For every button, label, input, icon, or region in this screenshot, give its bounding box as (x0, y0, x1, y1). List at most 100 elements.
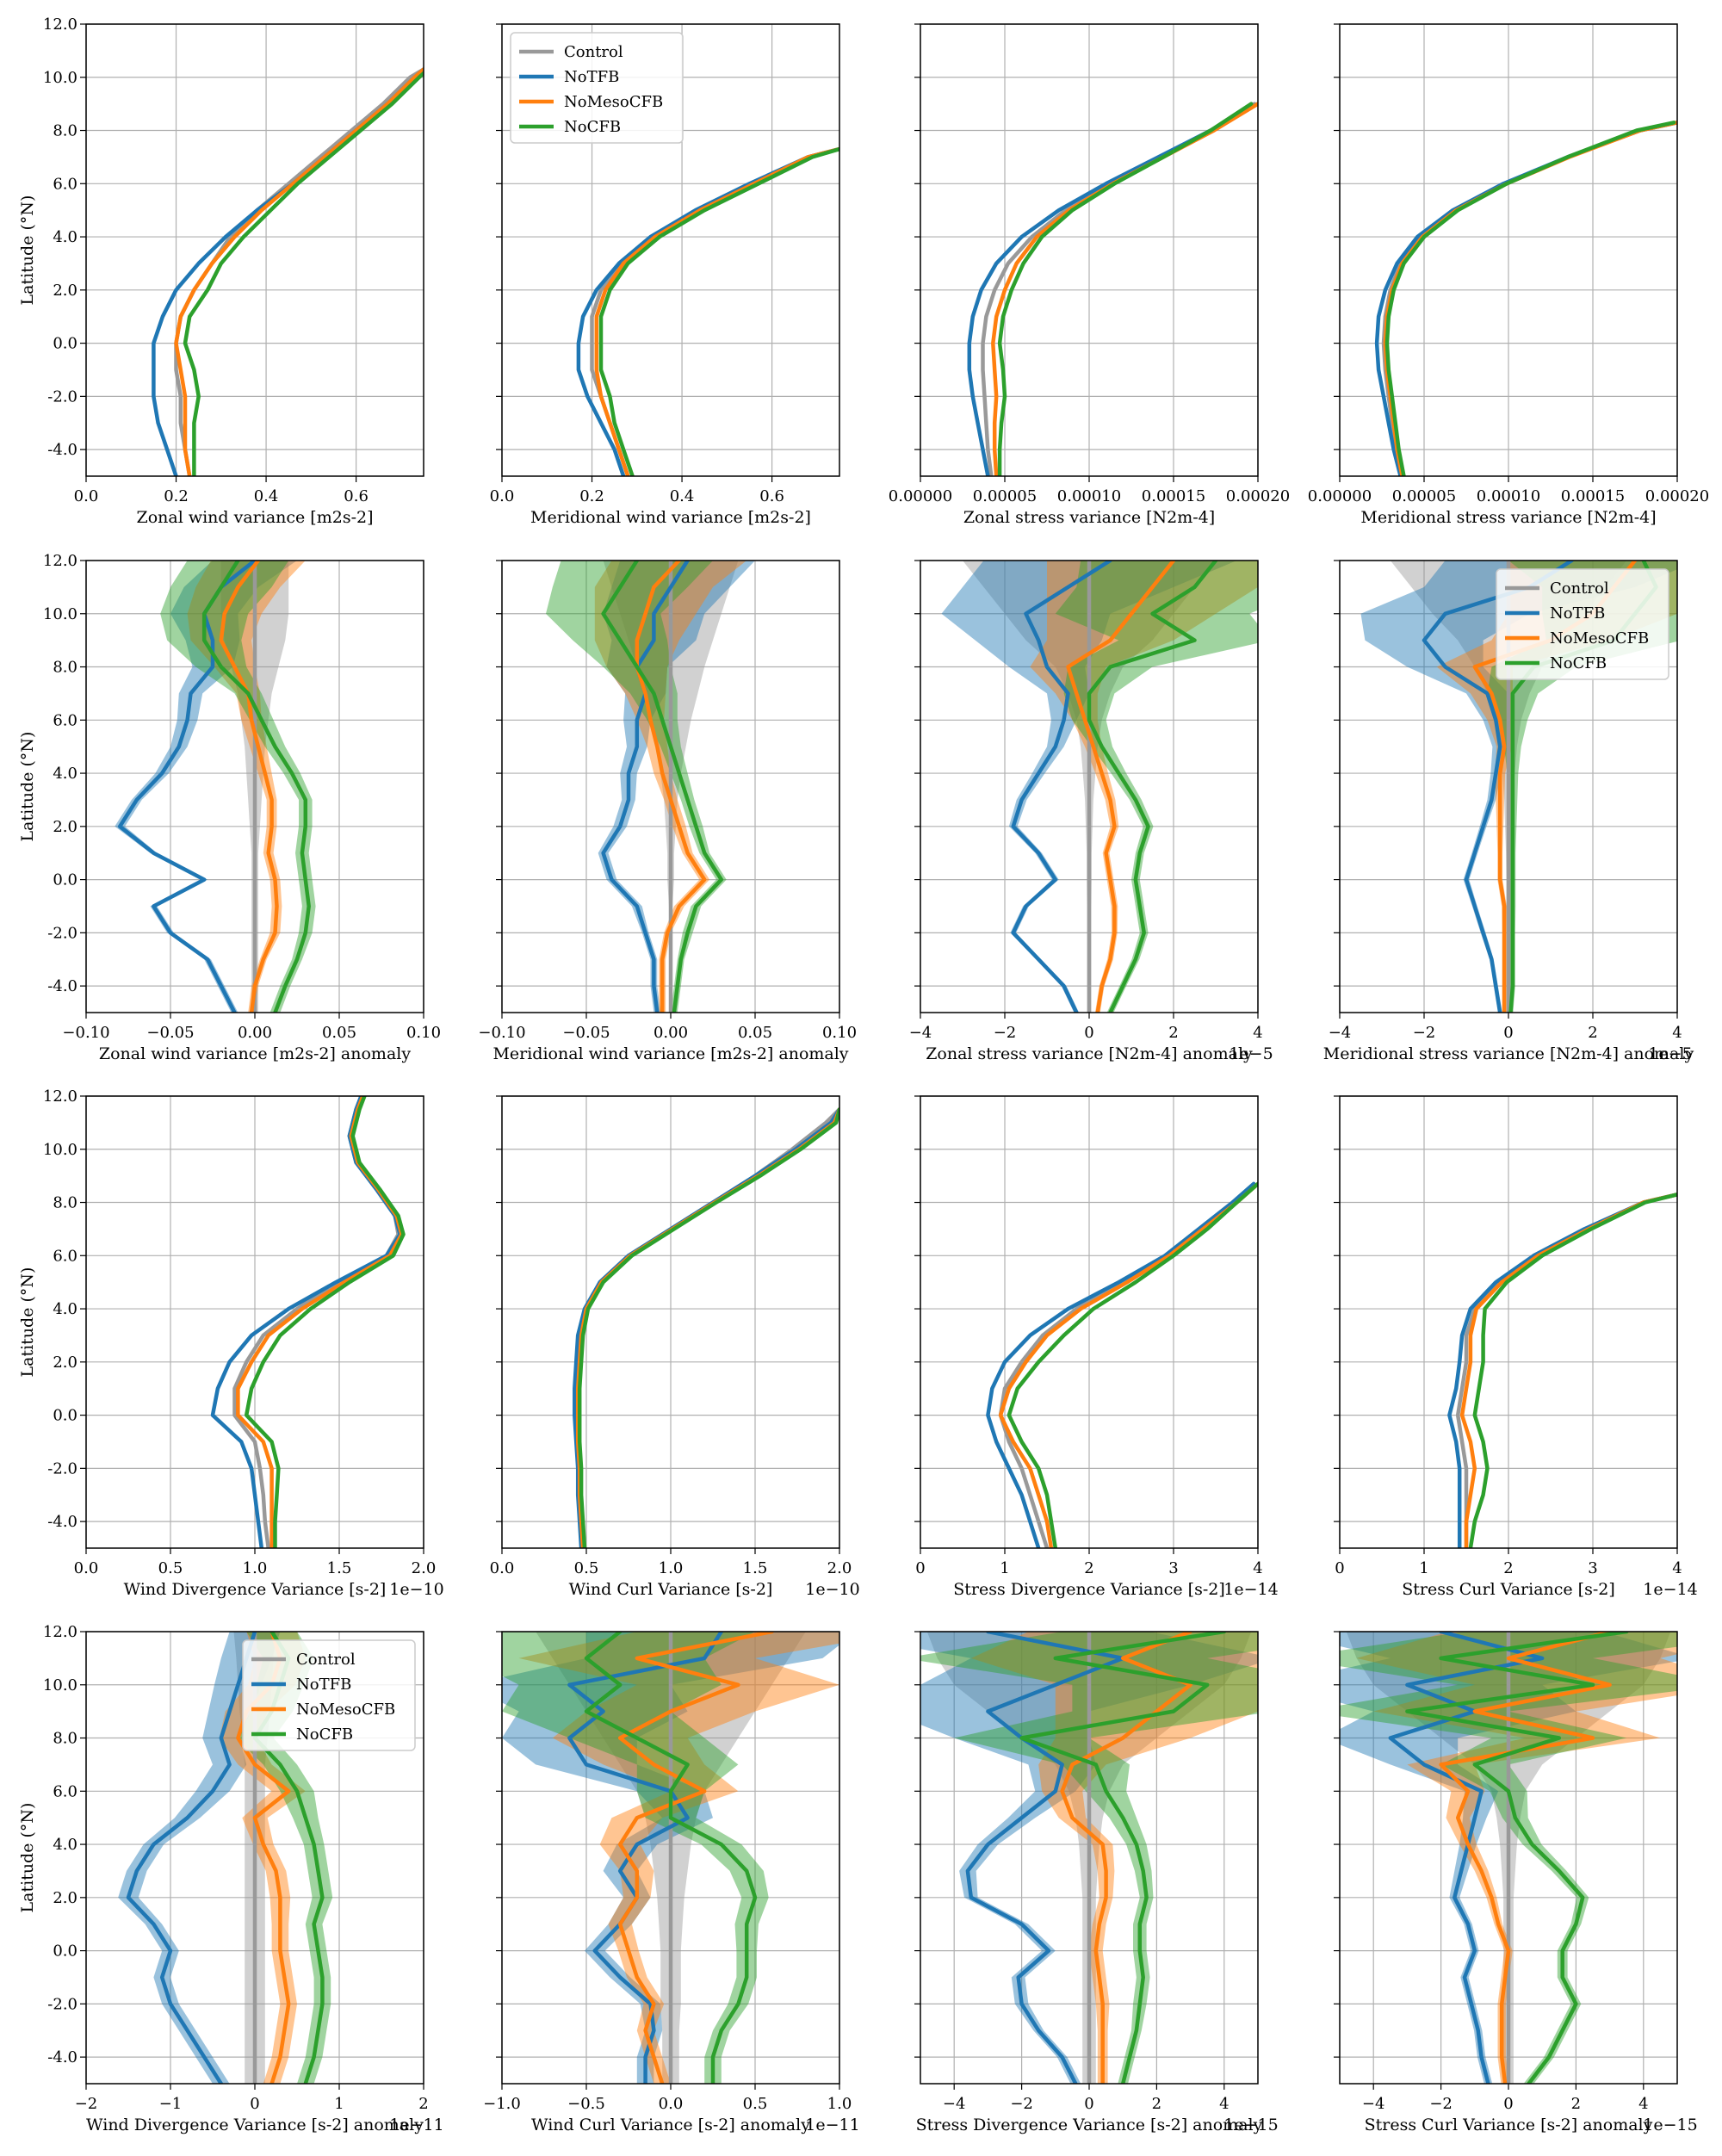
plot-area (1449, 1194, 1677, 1548)
y-tick-label: -4.0 (47, 977, 77, 995)
x-tick-label: −0.5 (567, 2095, 605, 2113)
x-axis-label: Wind Divergence Variance [s-2] (124, 1580, 387, 1599)
plot-area (579, 149, 839, 476)
x-tick-label: 2.0 (827, 1559, 852, 1577)
x-axis-label: Stress Curl Variance [s-2] (1402, 1580, 1615, 1599)
gridlines (86, 24, 424, 476)
x-offset-label: 1e−15 (1223, 2116, 1278, 2134)
legend-label-control: Control (564, 43, 623, 61)
y-tick-label: 4.0 (53, 1836, 77, 1854)
y-tick-label: 4.0 (53, 1300, 77, 1318)
x-tick-label: 0.10 (406, 1024, 441, 1042)
x-tick-label: 0.00000 (1308, 487, 1372, 505)
x-tick-label: 0.5 (574, 1559, 599, 1577)
gridlines (920, 24, 1258, 476)
y-tick-label: 2.0 (53, 818, 77, 836)
x-tick-label: 0 (1084, 1024, 1093, 1042)
x-tick-label: 2 (1084, 1559, 1093, 1577)
x-offset-label: 1e−15 (1643, 2116, 1697, 2134)
plot-area (468, 1632, 907, 2084)
x-axis-label: Zonal wind variance [m2s-2] anomaly (99, 1044, 411, 1063)
x-tick-label: 0.05 (322, 1024, 356, 1042)
plot-area (942, 561, 1351, 1013)
x-tick-label: 1.0 (243, 1559, 268, 1577)
y-axis-label: Latitude (°N) (18, 1803, 37, 1913)
x-offset-label: 1e−5 (1229, 1044, 1273, 1063)
x-tick-label: 0.00010 (1057, 487, 1121, 505)
series-line-control (578, 1109, 839, 1548)
y-tick-label: -4.0 (47, 2048, 77, 2066)
y-tick-label: 6.0 (53, 711, 77, 729)
band-nocfb (1056, 561, 1351, 1013)
y-axis-label: Latitude (°N) (18, 195, 37, 306)
legend-label-nocfb: NoCFB (296, 1725, 353, 1744)
x-tick-label: 0 (1503, 1024, 1513, 1042)
gridlines (1340, 1096, 1677, 1548)
band-nocfb (160, 561, 315, 1013)
x-tick-label: 0.5 (158, 1559, 183, 1577)
y-tick-label: -4.0 (47, 1513, 77, 1531)
x-tick-label: 0.00020 (1226, 487, 1290, 505)
series-line-nocfb (1471, 1194, 1677, 1548)
y-tick-label: 2.0 (53, 1354, 77, 1372)
legend-label-notfb: NoTFB (296, 1676, 351, 1694)
x-axis-label: Meridional stress variance [N2m-4] (1360, 508, 1656, 527)
x-tick-label: 0.00 (653, 1024, 688, 1042)
y-tick-label: 12.0 (43, 15, 77, 34)
plot-area (1377, 122, 1677, 476)
y-tick-label: 0.0 (53, 335, 77, 353)
legend-label-notfb: NoTFB (1550, 604, 1605, 623)
x-tick-label: 1 (1419, 1559, 1428, 1577)
x-tick-label: −4 (909, 1024, 932, 1042)
x-axis-label: Zonal stress variance [N2m-4] (963, 508, 1215, 527)
x-tick-label: 4 (1253, 1559, 1262, 1577)
x-tick-label: 1 (1000, 1559, 1009, 1577)
x-tick-label: 0.00000 (889, 487, 952, 505)
x-tick-label: 0.00015 (1142, 487, 1205, 505)
gridlines (920, 1096, 1258, 1548)
x-tick-label: 0.00015 (1561, 487, 1625, 505)
x-offset-label: 1e−11 (389, 2116, 443, 2134)
x-tick-label: 0.6 (759, 487, 784, 505)
x-tick-label: 0 (1503, 2095, 1513, 2113)
x-tick-label: 0.0 (74, 1559, 99, 1577)
x-tick-label: 1 (334, 2095, 344, 2113)
y-tick-label: 10.0 (43, 1141, 77, 1159)
y-tick-label: 2.0 (53, 282, 77, 300)
series-line-control (235, 1096, 399, 1548)
y-tick-label: 0.0 (53, 1942, 77, 1961)
x-tick-label: 0.00010 (1477, 487, 1540, 505)
x-tick-label: −4 (1362, 2095, 1385, 2113)
x-tick-label: −2 (994, 1024, 1017, 1042)
x-tick-label: 1.5 (327, 1559, 352, 1577)
x-tick-label: −0.10 (478, 1024, 525, 1042)
subplot-3: 0.00000 0.00005 0.00010 0.00015 0.00020 Zonal… (889, 24, 1290, 527)
x-axis-label: Meridional stress variance [N2m-4] anoma… (1323, 1044, 1694, 1063)
y-tick-label: 8.0 (53, 1730, 77, 1748)
y-tick-label: 10.0 (43, 69, 77, 87)
y-tick-label: 8.0 (53, 1194, 77, 1212)
x-tick-label: 0.4 (670, 487, 695, 505)
y-tick-label: 12.0 (43, 1623, 77, 1641)
y-tick-label: 4.0 (53, 228, 77, 246)
x-tick-label: 2 (1152, 2095, 1161, 2113)
y-tick-label: 6.0 (53, 1247, 77, 1265)
x-tick-label: 0 (915, 1559, 925, 1577)
x-tick-label: 0.00005 (973, 487, 1037, 505)
x-offset-label: 1e−14 (1223, 1580, 1278, 1599)
x-tick-label: 4 (1253, 1024, 1262, 1042)
x-tick-label: −1.0 (483, 2095, 521, 2113)
x-tick-label: 0.0 (490, 487, 515, 505)
y-tick-label: 8.0 (53, 122, 77, 140)
series-line-nocfb (579, 1109, 839, 1548)
x-tick-label: 2 (1588, 1024, 1597, 1042)
x-axis-label: Stress Divergence Variance [s-2] (953, 1580, 1225, 1599)
y-tick-label: 6.0 (53, 175, 77, 193)
y-tick-label: -2.0 (47, 1459, 77, 1478)
series-line-nomesocfb (578, 1109, 839, 1548)
